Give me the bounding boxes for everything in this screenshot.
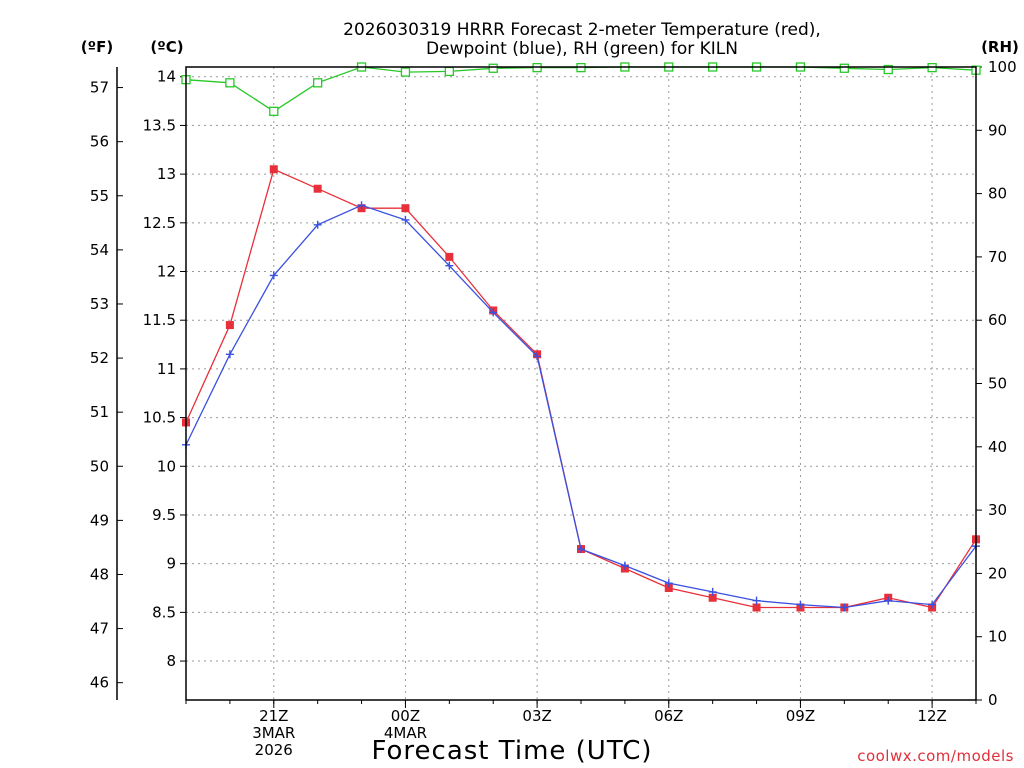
celsius-tick-label: 12.5 — [143, 214, 176, 232]
dewpoint-point — [401, 215, 410, 224]
celsius-tick-label: 8 — [166, 652, 176, 670]
temperature-point — [225, 321, 234, 330]
rh-tick-label: 80 — [988, 185, 1007, 203]
rh-point — [225, 78, 235, 88]
dewpoint-point — [445, 261, 454, 270]
temperature-point — [401, 204, 410, 213]
time-tick-label: 03Z — [522, 707, 551, 725]
series-layer — [181, 62, 981, 612]
dewpoint-point — [225, 350, 234, 359]
rh-tick-label: 40 — [988, 438, 1007, 456]
dewpoint-point — [840, 603, 849, 612]
celsius-tick-label: 12 — [157, 263, 176, 281]
time-tick-label: 09Z — [786, 707, 815, 725]
celsius-tick-label: 8.5 — [152, 603, 176, 621]
chart-title: 2026030319 HRRR Forecast 2-meter Tempera… — [343, 20, 821, 59]
celsius-tick-label: 9.5 — [152, 506, 176, 524]
celsius-axis: 8 8.5 9 9.5 10 10.5 11 11.5 12 12.5 13 13.5 14 — [143, 68, 186, 670]
celsius-tick-label: 10.5 — [143, 409, 176, 427]
fahrenheit-tick-label: 52 — [90, 349, 109, 367]
temperature-point — [269, 165, 278, 174]
rh-point — [269, 106, 279, 116]
dewpoint-point — [752, 596, 761, 605]
fahrenheit-axis: 46 47 48 49 50 51 52 53 54 55 56 57 — [90, 67, 123, 700]
fahrenheit-tick-label: 51 — [90, 403, 109, 421]
rh-unit-label: (RH) — [981, 38, 1019, 56]
rh-tick-label: 0 — [988, 691, 998, 709]
credit-text: coolwx.com/models — [857, 747, 1014, 765]
time-tick-label: 4MAR — [384, 724, 427, 742]
chart-title-line1: 2026030319 HRRR Forecast 2-meter Tempera… — [343, 20, 821, 40]
rh-tick-label: 90 — [988, 121, 1007, 139]
x-axis-label: Forecast Time (UTC) — [371, 736, 652, 766]
time-tick-label: 12Z — [917, 707, 946, 725]
temperature-point — [313, 184, 322, 193]
temperature-point — [752, 603, 761, 612]
rh-tick-label: 70 — [988, 248, 1007, 266]
dewpoint-point — [489, 308, 498, 317]
dewpoint-point — [620, 561, 629, 570]
plot-frame — [185, 66, 977, 701]
dewpoint-point — [708, 587, 717, 596]
temperature-point — [664, 584, 673, 593]
rh-tick-label: 100 — [988, 58, 1017, 76]
rh-point — [444, 66, 454, 77]
dewpoint-point — [928, 600, 937, 609]
fahrenheit-tick-label: 53 — [90, 295, 109, 313]
rh-point — [488, 63, 498, 73]
celsius-tick-label: 11.5 — [143, 311, 176, 329]
fahrenheit-tick-label: 49 — [90, 511, 109, 529]
rh-axis: 0 10 20 30 40 50 60 70 80 90 100 — [976, 58, 1017, 709]
fahrenheit-tick-label: 56 — [90, 133, 109, 151]
temperature-point — [708, 593, 717, 602]
rh-point — [400, 67, 411, 77]
temperature-line — [185, 168, 977, 609]
rh-tick-label: 10 — [988, 628, 1007, 646]
fahrenheit-tick-label: 47 — [90, 620, 109, 638]
fahrenheit-tick-label: 48 — [90, 565, 109, 583]
dewpoint-point — [664, 579, 673, 588]
time-tick-label: 2026 — [255, 741, 293, 759]
rh-tick-label: 30 — [988, 501, 1007, 519]
rh-tick-label: 60 — [988, 311, 1007, 329]
dewpoint-point — [357, 201, 366, 210]
dewpoint-point — [796, 600, 805, 609]
celsius-tick-label: 10 — [157, 457, 176, 475]
dewpoint-point — [269, 271, 278, 280]
fahrenheit-unit-label: (ºF) — [81, 38, 113, 56]
fahrenheit-tick-label: 55 — [90, 187, 109, 205]
time-tick-label: 00Z — [391, 707, 420, 725]
time-tick-label: 21Z — [259, 707, 288, 725]
rh-point — [313, 78, 323, 88]
rh-tick-label: 50 — [988, 375, 1007, 393]
celsius-tick-label: 14 — [157, 68, 176, 86]
dewpoint-point — [884, 596, 893, 605]
temperature-point — [445, 252, 454, 261]
dewpoint-point — [313, 220, 322, 229]
celsius-tick-label: 13 — [157, 165, 176, 183]
dewpoint-point — [577, 545, 585, 554]
fahrenheit-tick-label: 54 — [90, 241, 109, 259]
celsius-tick-label: 13.5 — [143, 116, 176, 134]
celsius-tick-label: 11 — [157, 360, 176, 378]
celsius-tick-label: 9 — [166, 555, 176, 573]
rh-point — [839, 63, 849, 73]
rh-line — [185, 66, 977, 113]
chart-title-line2: Dewpoint (blue), RH (green) for KILN — [426, 39, 738, 59]
celsius-unit-label: (ºC) — [150, 38, 183, 56]
rh-tick-label: 20 — [988, 564, 1007, 582]
time-tick-label: 06Z — [654, 707, 683, 725]
fahrenheit-tick-label: 57 — [90, 79, 109, 97]
time-tick-label: 3MAR — [252, 724, 295, 742]
rh-point — [883, 64, 893, 75]
fahrenheit-tick-label: 46 — [90, 674, 109, 692]
fahrenheit-tick-label: 50 — [90, 457, 109, 475]
dewpoint-point — [533, 352, 542, 361]
